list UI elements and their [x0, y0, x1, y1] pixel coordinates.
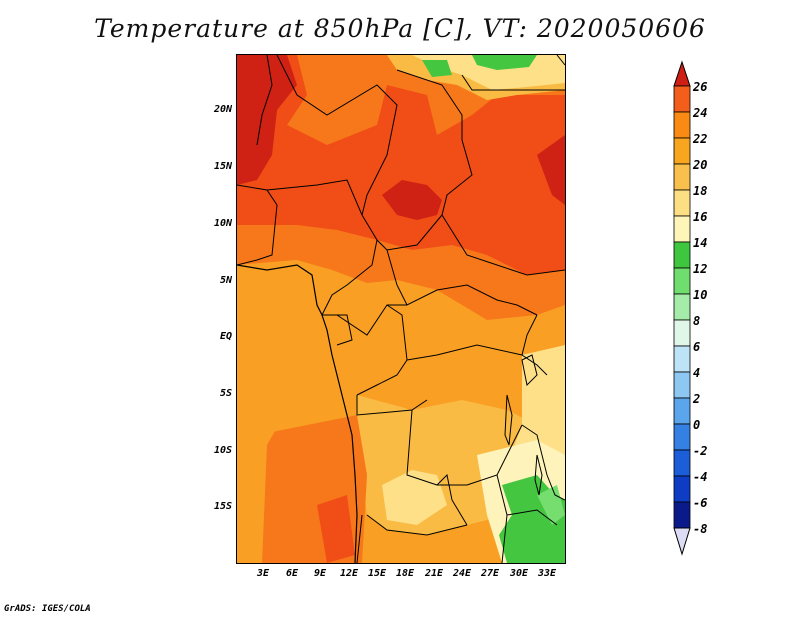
lake-malawi: [534, 454, 543, 496]
colorbar-label: 2: [693, 392, 701, 406]
colorbar-label: 12: [693, 262, 708, 276]
colorbar: [673, 60, 691, 556]
colorbar-top-arrow: [673, 60, 691, 87]
lon-label: 12E: [339, 568, 359, 579]
lake-victoria: [521, 354, 538, 387]
coastline: [237, 264, 358, 563]
colorbar-label: 24: [693, 106, 708, 120]
colorbar-label: 4: [693, 366, 701, 380]
lon-label: 18E: [395, 568, 415, 579]
colorbar-label: -8: [693, 522, 708, 536]
temperature-field: [237, 55, 565, 563]
lat-label: 5S: [219, 388, 232, 399]
colorbar-swatch: [673, 475, 691, 503]
shade-20-atlantic-south: [237, 445, 267, 563]
colorbar-swatch: [673, 137, 691, 165]
lon-label: 15E: [367, 568, 387, 579]
map-title: Temperature at 850hPa [C], VT: 202005060…: [94, 14, 706, 43]
lat-label: 20N: [213, 104, 232, 115]
lon-label: 30E: [509, 568, 529, 579]
colorbar-swatch: [673, 241, 691, 269]
colorbar-swatch: [673, 449, 691, 477]
shade-26-east: [537, 135, 565, 205]
colorbar-swatch: [673, 267, 691, 295]
colorbar-label: 14: [693, 236, 708, 250]
colorbar-label: 18: [693, 184, 708, 198]
lon-label: 3E: [256, 568, 270, 579]
colorbar-swatch: [673, 293, 691, 321]
colorbar-swatch: [673, 163, 691, 191]
shade-10-southeast: [537, 485, 565, 525]
lon-label: 6E: [285, 568, 299, 579]
shade-24-southwest: [317, 495, 355, 563]
lon-label: 21E: [424, 568, 444, 579]
lat-label: 5N: [219, 275, 232, 286]
lat-label: 15N: [213, 161, 232, 172]
colorbar-swatch: [673, 397, 691, 425]
colorbar-swatch: [673, 85, 691, 113]
colorbar-label: -2: [693, 444, 708, 458]
colorbar-label: 22: [693, 132, 708, 146]
grads-credit: GrADS: IGES/COLA: [4, 604, 91, 614]
colorbar-swatch: [673, 189, 691, 217]
shade-12-north-a: [422, 60, 452, 77]
lon-label: 27E: [480, 568, 500, 579]
colorbar-bottom-arrow: [673, 527, 691, 556]
colorbar-label: 6: [693, 340, 701, 354]
lon-label: 9E: [313, 568, 327, 579]
lat-label: 10N: [213, 218, 232, 229]
shade-12-north-b: [472, 55, 537, 70]
country-borders: [237, 55, 565, 563]
colorbar-swatch: [673, 319, 691, 347]
colorbar-swatch: [673, 371, 691, 399]
map-panel: [236, 54, 566, 564]
colorbar-label: -6: [693, 496, 708, 510]
colorbar-label: 26: [693, 80, 708, 94]
lon-label: 33E: [537, 568, 557, 579]
colorbar-swatch: [673, 111, 691, 139]
lat-label: EQ: [219, 331, 232, 342]
colorbar-label: 10: [693, 288, 708, 302]
shade-26-central: [382, 180, 442, 220]
colorbar-label: 20: [693, 158, 708, 172]
shade-16-south-a: [382, 470, 447, 525]
colorbar-label: 0: [693, 418, 701, 432]
colorbar-label: -4: [693, 470, 708, 484]
colorbar-swatch: [673, 345, 691, 373]
lon-label: 24E: [452, 568, 472, 579]
colorbar-label: 16: [693, 210, 708, 224]
shade-24: [237, 55, 565, 275]
lat-label: 15S: [213, 501, 232, 512]
colorbar-swatch: [673, 423, 691, 451]
colorbar-label: 8: [693, 314, 701, 328]
shade-26-west: [237, 55, 297, 185]
colorbar-swatch: [673, 215, 691, 243]
colorbar-swatch: [673, 501, 691, 529]
shade-20-atlantic: [237, 260, 317, 455]
lake-tanganyika: [504, 394, 513, 446]
lat-label: 10S: [213, 445, 232, 456]
